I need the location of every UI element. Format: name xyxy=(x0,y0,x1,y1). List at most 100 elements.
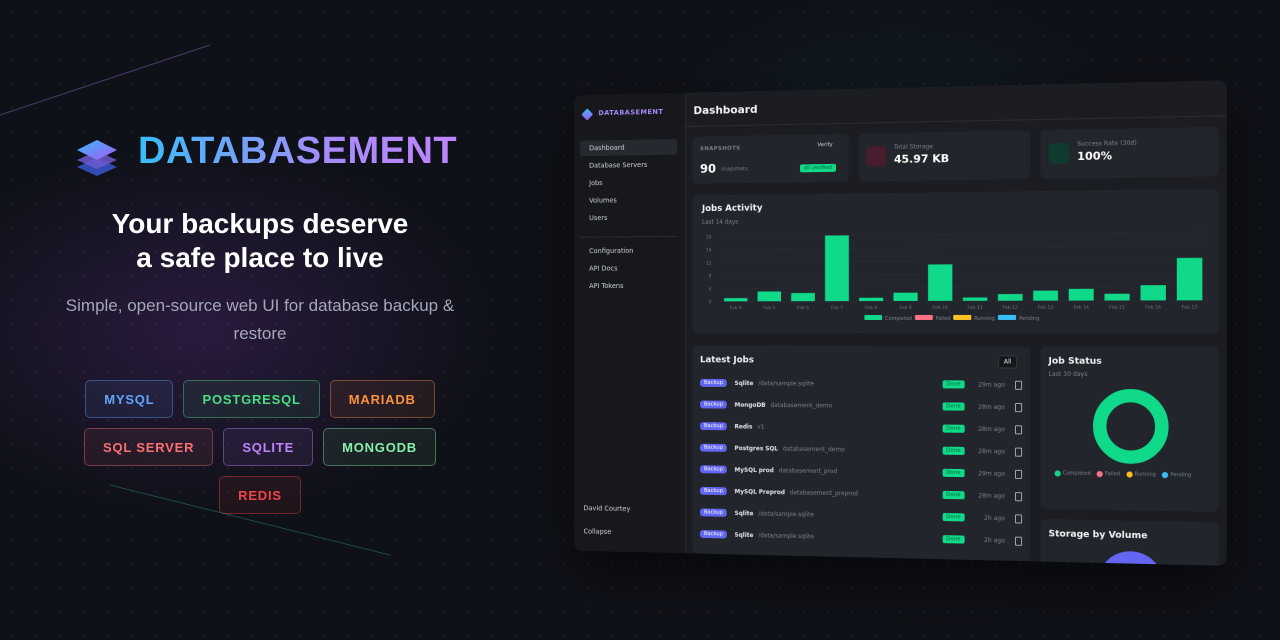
db-badge: SQL SERVER xyxy=(83,428,214,466)
jobs-activity-chart: Jobs Activity Last 14 days 0 4 8 12 16 20 Feb … xyxy=(692,188,1219,334)
job-status: Done xyxy=(942,424,965,433)
job-row[interactable]: Backup Sqlite/data/sample.sqlite Done 2h ag… xyxy=(700,526,1023,549)
job-type: Backup xyxy=(700,422,727,431)
sidebar-logo xyxy=(581,108,594,121)
y-tick-label: 12 xyxy=(706,260,712,266)
log-icon[interactable] xyxy=(1014,469,1023,479)
stat-card: Total Storage 45.97 KB xyxy=(858,130,1031,182)
nav-item[interactable]: Configuration xyxy=(589,246,634,256)
bar xyxy=(893,292,918,301)
legend-label: Pending xyxy=(1019,316,1039,322)
nav-item[interactable]: Dashboard xyxy=(579,138,678,157)
bar xyxy=(757,291,782,302)
legend-item: Failed xyxy=(1096,470,1121,478)
legend-label: Completed xyxy=(1062,470,1091,478)
legend-swatch xyxy=(914,314,933,320)
legend-label: Failed xyxy=(1105,471,1121,478)
stat-value: 90 xyxy=(700,161,716,176)
card-title: Job Status xyxy=(1048,356,1102,367)
job-target: /data/sample.sqlite xyxy=(758,379,814,388)
job-status: Done xyxy=(942,535,965,544)
storage-card: Storage by Volume xyxy=(1040,518,1219,566)
divider xyxy=(684,115,1227,128)
collapse-button[interactable]: Collapse xyxy=(583,527,612,536)
x-tick-label: Feb 11 xyxy=(968,305,983,311)
db-badge: MYSQL xyxy=(85,380,174,418)
job-row[interactable]: Backup MongoDB databasement_demo Done 28m ag… xyxy=(700,397,1023,416)
bar xyxy=(1068,288,1094,301)
nav-item[interactable]: Database Servers xyxy=(589,160,648,170)
stat-icon xyxy=(866,146,887,167)
job-row[interactable]: Backup Postgres SQL databasement_demo Done 2… xyxy=(700,440,1023,460)
legend-swatch xyxy=(864,315,883,321)
logo-icon xyxy=(77,140,117,176)
job-target: databasement_demo xyxy=(782,445,845,453)
job-time: 28m ago xyxy=(978,447,1005,455)
bar xyxy=(724,298,748,302)
job-database: MySQL Preprod xyxy=(734,487,785,496)
job-row[interactable]: Backup Redis v1 Done 28m ago xyxy=(700,418,1023,437)
log-icon[interactable] xyxy=(1014,491,1023,501)
headline: a safe place to live xyxy=(136,242,384,273)
nav-item[interactable]: Jobs xyxy=(589,179,603,188)
nav-item[interactable]: API Tokens xyxy=(589,282,624,291)
decor-line xyxy=(109,484,391,556)
nav-item[interactable]: Users xyxy=(589,214,608,223)
legend-item: Completed xyxy=(1054,470,1091,478)
x-tick-label: Feb 12 xyxy=(1003,305,1018,311)
job-row[interactable]: Backup MySQL Preprod databasement_preprod D… xyxy=(700,483,1023,504)
job-row[interactable]: Backup Sqlite/data/sample.sqlite Done 29m a… xyxy=(700,375,1023,393)
job-type: Backup xyxy=(700,378,727,387)
filter-select[interactable]: All xyxy=(997,355,1018,369)
divider xyxy=(579,235,678,238)
x-tick-label: Feb 9 xyxy=(899,305,911,311)
db-badge: MARIADB xyxy=(329,380,435,418)
latest-jobs-card: Latest Jobs All Backup Sqlite/data/sample… xyxy=(692,345,1031,562)
log-icon[interactable] xyxy=(1014,513,1023,524)
job-row[interactable]: Backup Sqlite/data/sample.sqlite Done 2h ag… xyxy=(700,505,1023,527)
log-icon[interactable] xyxy=(1014,447,1023,457)
page-title: Dashboard xyxy=(693,102,758,118)
nav-item[interactable]: API Docs xyxy=(589,264,618,273)
job-time: 2h ago xyxy=(984,514,1005,522)
job-time: 28m ago xyxy=(978,491,1005,500)
card-subtitle: Last 30 days xyxy=(1048,370,1088,379)
legend-label: Running xyxy=(1134,471,1156,478)
x-tick-label: Feb 7 xyxy=(831,305,843,311)
bar xyxy=(1033,290,1059,301)
x-tick-label: Feb 5 xyxy=(763,305,775,311)
log-icon[interactable] xyxy=(1014,402,1023,412)
legend-label: Pending xyxy=(1170,472,1192,479)
x-tick-label: Feb 15 xyxy=(1109,304,1125,310)
db-badge: POSTGRESQL xyxy=(183,380,320,418)
job-time: 2h ago xyxy=(984,536,1005,544)
grid-line xyxy=(719,246,1208,250)
grid-line xyxy=(719,232,1208,236)
y-tick-label: 16 xyxy=(706,247,712,253)
job-type: Backup xyxy=(700,508,727,517)
job-time: 28m ago xyxy=(978,403,1005,411)
job-row[interactable]: Backup MySQL prod databasement_prod Done 29m… xyxy=(700,461,1023,482)
x-tick-label: Feb 6 xyxy=(797,305,809,311)
log-icon[interactable] xyxy=(1014,536,1023,546)
bar xyxy=(962,297,988,301)
y-tick-label: 8 xyxy=(709,273,712,279)
chart-title: Jobs Activity xyxy=(701,203,763,214)
stat-value: 45.97 KB xyxy=(893,152,950,166)
legend-dot xyxy=(1096,470,1104,478)
legend-dot xyxy=(1054,470,1061,477)
legend-label: Failed xyxy=(936,316,950,322)
nav-item[interactable]: Volumes xyxy=(589,196,617,205)
legend-swatch xyxy=(997,314,1017,320)
log-icon[interactable] xyxy=(1014,424,1023,434)
badge-list: MYSQL POSTGRESQL MARIADB SQL SERVER SQLITE MO… xyxy=(80,380,440,514)
y-tick-label: 0 xyxy=(709,299,712,305)
log-icon[interactable] xyxy=(1014,380,1023,390)
job-database: Sqlite xyxy=(734,531,754,539)
job-target: /data/sample.sqlite xyxy=(758,531,814,540)
bar xyxy=(859,297,884,302)
verify-button[interactable]: Verify xyxy=(817,142,833,149)
legend-dot xyxy=(1162,471,1169,479)
user-menu[interactable]: David Courtey xyxy=(583,504,631,513)
